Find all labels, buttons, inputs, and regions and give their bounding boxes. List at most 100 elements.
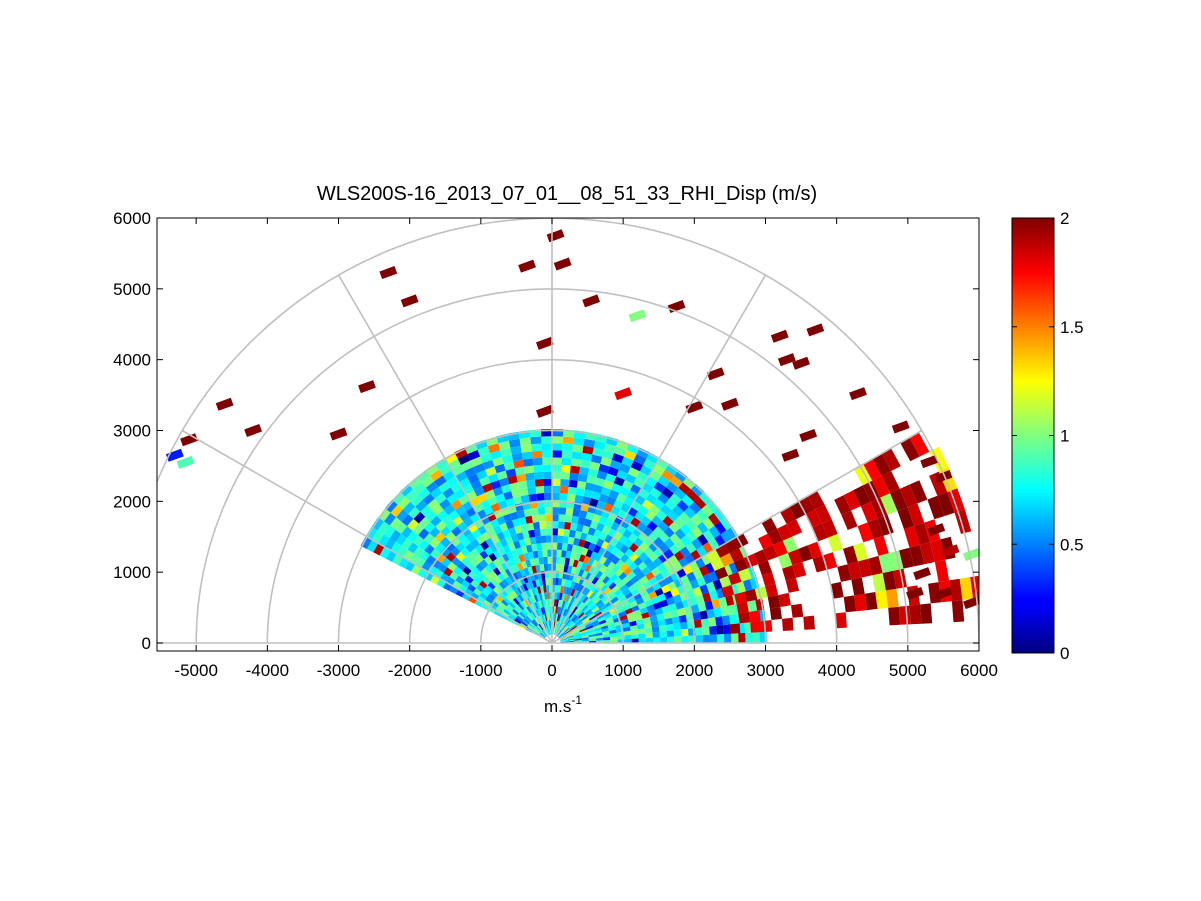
- range-gate-cell: [389, 529, 402, 542]
- range-gate-cell: [536, 608, 542, 616]
- y-tick-label: 4000: [113, 351, 151, 370]
- range-gate-cell: [513, 619, 521, 625]
- range-gate-cell: [499, 538, 508, 548]
- range-gate-cell: [655, 509, 668, 521]
- range-gate-cell: [429, 526, 441, 538]
- range-gate-cell: [657, 619, 666, 627]
- range-gate-cell: [512, 608, 520, 616]
- range-gate-cell: [470, 456, 483, 467]
- range-gate-cell: [545, 599, 549, 607]
- range-gate-cell: [467, 583, 476, 593]
- range-gate-cell: [714, 534, 726, 547]
- range-gate-cell: [547, 556, 552, 564]
- range-gate-cell: [594, 553, 603, 562]
- range-gate-cell: [721, 585, 735, 598]
- range-gate-cell: [497, 547, 507, 556]
- range-gate-cell: [600, 625, 609, 630]
- range-gate-cell: [619, 584, 628, 593]
- range-gate-cell: [574, 618, 581, 625]
- range-gate-cell: [470, 579, 479, 588]
- range-gate-cell: [564, 618, 570, 625]
- range-gate-cell: [665, 481, 679, 494]
- colorbar-tick-label: 0.5: [1060, 535, 1084, 554]
- range-gate-cell: [425, 481, 439, 494]
- range-gate-cell: [604, 613, 612, 620]
- range-gate-cell: [692, 611, 701, 621]
- range-gate-cell: [610, 546, 620, 556]
- range-gate-cell: [470, 538, 481, 549]
- range-gate-cell: [657, 520, 669, 532]
- range-gate-cell: [541, 542, 548, 550]
- range-gate-cell: [412, 523, 424, 536]
- range-gate-cell: [789, 501, 806, 520]
- range-gate-cell: [566, 634, 574, 639]
- range-gate-cell: [899, 484, 918, 508]
- range-gate-cell: [558, 622, 563, 630]
- range-gate-cell: [501, 599, 509, 607]
- range-gate-cell: [649, 504, 661, 516]
- range-gate-cell: [508, 566, 516, 575]
- range-gate-cell: [541, 578, 546, 586]
- range-gate-cell: [429, 548, 441, 559]
- range-gate-cell: [434, 492, 447, 505]
- y-axis: 0 1000 2000 3000 4000 5000 6000: [113, 209, 979, 653]
- range-gate-cell: [563, 564, 569, 573]
- range-gate-cell: [534, 471, 544, 480]
- range-gate-cell: [702, 529, 715, 542]
- range-gate-cell: [695, 594, 705, 605]
- range-gate-cell: [538, 615, 543, 623]
- range-gate-cell: [453, 566, 463, 576]
- y-tick-label: 5000: [113, 280, 151, 299]
- isolated-cell: [920, 455, 939, 469]
- range-gate-cell: [418, 528, 430, 540]
- range-gate-cell: [573, 607, 580, 615]
- range-gate-cell: [482, 483, 493, 493]
- range-gate-cell: [389, 517, 402, 530]
- range-gate-cell: [533, 464, 543, 473]
- range-gate-cell: [737, 545, 749, 559]
- range-gate-cell: [493, 525, 503, 535]
- range-gate-cell: [604, 534, 614, 544]
- range-gate-cell: [590, 454, 603, 464]
- range-gate-cell: [559, 564, 565, 572]
- range-gate-cell: [594, 629, 603, 634]
- range-gate-cell: [563, 593, 568, 602]
- range-gate-cell: [587, 613, 595, 620]
- range-gate-cell: [651, 626, 660, 633]
- range-gate-cell: [570, 614, 577, 621]
- range-gate-cell: [500, 562, 509, 571]
- range-gate-cell: [574, 494, 584, 503]
- range-gate-cell: [531, 514, 540, 523]
- range-gate-cell: [561, 624, 567, 631]
- isolated-cell: [770, 329, 789, 343]
- range-gate-cell: [420, 505, 432, 517]
- range-gate-cell: [556, 613, 560, 622]
- range-gate-cell: [547, 627, 550, 635]
- range-gate-cell: [787, 549, 803, 566]
- range-gate-cell: [554, 628, 558, 636]
- range-gate-cell: [451, 526, 462, 537]
- range-gate-cell: [512, 518, 521, 528]
- range-gate-cell: [532, 629, 540, 635]
- range-gate-cell: [476, 469, 488, 480]
- range-gate-cell: [523, 508, 532, 517]
- range-gate-cell: [624, 607, 634, 615]
- range-gate-cell: [556, 549, 562, 558]
- range-gate-cell: [611, 564, 620, 574]
- range-gate-cell: [538, 578, 543, 587]
- range-gate-cell: [591, 568, 600, 577]
- range-gate-cell: [695, 627, 703, 636]
- range-gate-cell: [641, 499, 654, 511]
- range-gate-cell: [494, 463, 506, 474]
- range-gate-cell: [510, 590, 518, 598]
- range-gate-cell: [583, 619, 591, 625]
- range-gate-cell: [602, 633, 610, 638]
- range-gate-cell: [544, 606, 548, 614]
- range-gate-cell: [430, 515, 442, 527]
- range-gate-cell: [603, 502, 614, 513]
- range-gate-cell: [407, 542, 419, 554]
- range-gate-cell: [523, 552, 530, 561]
- range-gate-cell: [661, 605, 671, 614]
- range-gate-cell: [728, 561, 740, 574]
- range-gate-cell: [752, 632, 760, 643]
